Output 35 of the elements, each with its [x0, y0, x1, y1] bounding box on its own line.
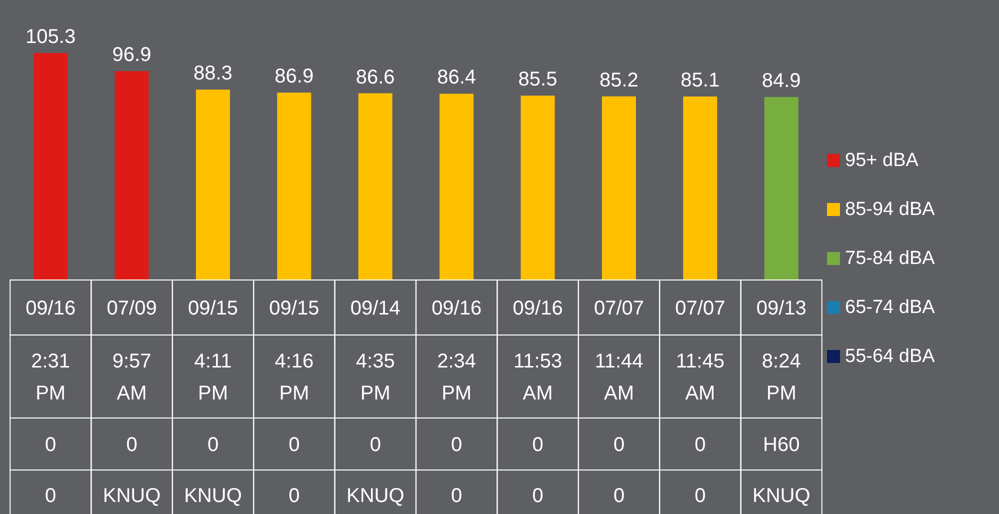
- category-label: 09/16 11:53 AM 0 0: [512, 298, 563, 507]
- bar: [34, 53, 68, 280]
- data-label: 86.6: [356, 66, 395, 88]
- bar: [520, 96, 555, 280]
- bar: [440, 94, 474, 280]
- legend-label: 55-64 dBA: [845, 346, 935, 368]
- legend-label: 65-74 dBA: [845, 296, 935, 318]
- data-label: 88.3: [193, 62, 232, 85]
- category-label: 09/16 2:31 PM 0 0: [26, 298, 76, 507]
- category-label: 07/09 9:57 AM 0 KNUQ: [102, 298, 161, 507]
- category-label: 07/07 11:45 AM 0 0: [675, 298, 726, 507]
- data-label: 85.1: [680, 70, 720, 92]
- legend-label: 85-94 dBA: [845, 198, 935, 220]
- data-label: 85.2: [599, 69, 638, 92]
- legend-label: 75-84 dBA: [845, 248, 935, 270]
- legend-label: 95+ dBA: [845, 150, 918, 172]
- bar: [196, 90, 230, 280]
- data-label: 96.9: [112, 44, 152, 66]
- bar: [764, 96, 798, 280]
- bar: [277, 92, 312, 280]
- bar: [602, 96, 636, 280]
- bar: [358, 93, 392, 280]
- data-label: 105.3: [26, 26, 76, 48]
- category-label: 09/14 4:35 PM 0 KNUQ: [346, 298, 404, 507]
- data-label: 85.5: [518, 68, 558, 91]
- category-label: 07/07 11:44 AM 0 0: [594, 298, 644, 507]
- data-label: 86.9: [274, 66, 314, 88]
- bar: [114, 71, 149, 280]
- data-label: 86.4: [437, 66, 476, 89]
- category-label: 09/15 4:11 PM 0 KNUQ: [184, 298, 242, 507]
- category-label: 09/15 4:16 PM 0 0: [269, 298, 320, 507]
- category-label: 09/13 8:24 PM H60 KNUQ: [752, 298, 810, 507]
- category-label: 09/16 2:34 PM 0 0: [432, 298, 482, 507]
- data-label: 84.9: [762, 70, 801, 92]
- bar: [683, 96, 718, 280]
